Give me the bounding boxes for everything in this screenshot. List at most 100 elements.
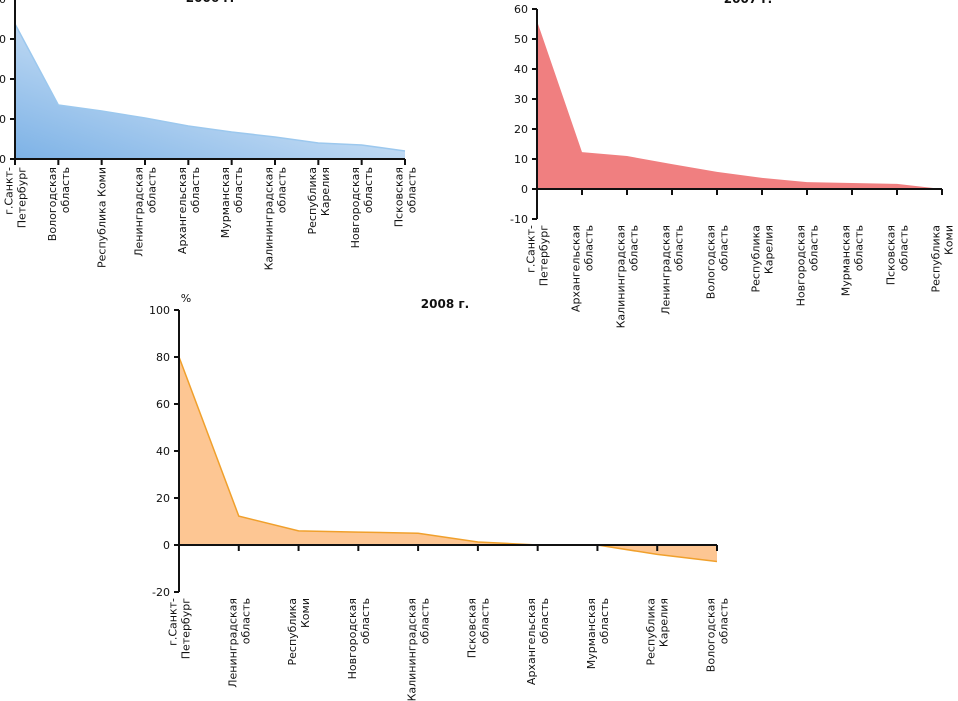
area-series [179,357,717,562]
y-tick-label: 40 [0,73,6,86]
x-category-label-line: Карелия [658,598,671,647]
x-category-label-line: область [359,598,372,644]
x-category-label-line: область [583,225,596,271]
x-category-label-line: Калининградская [263,167,276,270]
x-category-label: Мурманскаяобласть [840,225,866,296]
y-tick-label: 10 [514,153,528,166]
x-category-label: г.Санкт-Петербург [167,598,193,659]
x-category-label-line: область [718,225,731,271]
x-category-label: Калининградскаяобласть [615,225,641,328]
area-series [15,24,405,159]
x-category-label-line: область [898,225,911,271]
x-category-label: Псковскаяобласть [885,225,911,285]
x-category-label: Вологодскаяобласть [46,167,72,241]
x-category-label: РеспубликаКарелия [750,225,776,293]
x-category-label: Мурманскаяобласть [219,167,245,238]
x-category-label-line: Коми [299,598,312,628]
x-category-label-line: Ленинградская [660,225,673,315]
x-category-label-line: область [808,225,821,271]
x-category-label-line: область [189,167,202,213]
y-tick-label: -10 [510,213,528,226]
x-category-label-line: Республика [306,167,319,235]
y-tick-label: 0 [521,183,528,196]
x-category-label-line: Псковская [465,598,478,658]
x-category-label-line: Республика [750,225,763,293]
x-category-label-line: Ленинградская [226,598,239,688]
x-category-label-line: область [239,598,252,644]
chart-1: 020406080г.Санкт-ПетербургВологодскаяобл… [0,0,419,270]
x-category-label: Новгородскаяобласть [346,598,372,679]
x-category-label-line: Вологодская [705,225,718,299]
x-category-label-line: область [362,167,375,213]
x-category-label-line: г.Санкт- [167,598,180,646]
y-tick-label: 80 [0,0,6,6]
x-category-label-line: Петербург [180,598,193,659]
x-category-label-line: Архангельская [525,598,538,685]
y-tick-label: 20 [514,123,528,136]
y-tick-label: 0 [0,153,6,166]
x-category-label: Мурманскаяобласть [585,598,611,669]
x-category-label-line: Петербург [16,167,29,228]
y-tick-label: 40 [156,445,170,458]
x-category-label: Архангельскаяобласть [525,598,551,685]
x-category-label-line: область [718,598,731,644]
x-category-label-line: Петербург [538,225,551,286]
x-category-label-line: область [628,225,641,271]
x-category-label: Новгородскаяобласть [349,167,375,248]
x-category-label: Вологодскаяобласть [705,598,731,672]
x-category-label: Калининградскаяобласть [406,598,432,701]
x-category-label-line: область [598,598,611,644]
x-category-label: Ленинградскаяобласть [226,598,252,688]
y-tick-label: 30 [514,93,528,106]
x-category-label: Республика Коми [96,167,109,268]
chart-title: 2008 г. [421,297,469,311]
x-category-label-line: область [853,225,866,271]
y-tick-label: 20 [0,113,6,126]
y-tick-label: 0 [163,539,170,552]
x-category-label-line: Ленинградская [133,167,146,257]
x-category-label-line: Мурманская [840,225,853,296]
x-category-label: Новгородскаяобласть [795,225,821,306]
x-category-label-line: Коми [943,225,956,255]
x-category-label-line: Вологодская [705,598,718,672]
y-axis-unit: % [181,292,191,305]
x-category-label-line: область [419,598,432,644]
chart-2: -10 0 10 20 30 40 50 60 г.Санкт-Петербург Арханге… [510,0,955,328]
x-category-label: Ленинградскаяобласть [660,225,686,315]
x-category-label-line: Мурманская [219,167,232,238]
x-category-label-line: Республика [930,225,943,293]
series-line [14,23,406,152]
x-category-label: г.Санкт-Петербург [525,225,551,286]
x-category-label: Архангельскаяобласть [570,225,596,312]
x-category-label: Псковскаяобласть [393,167,419,227]
x-category-label: Калининградскаяобласть [263,167,289,270]
x-category-label-line: область [538,598,551,644]
x-category-label: РеспубликаКоми [930,225,956,293]
x-category-label-line: область [276,167,289,213]
x-category-label-line: Архангельская [570,225,583,312]
x-category-label-line: область [146,167,159,213]
x-category-label-line: область [232,167,245,213]
y-tick-label: 80 [156,351,170,364]
x-category-label-line: Псковская [393,167,406,227]
x-category-label-line: область [673,225,686,271]
x-category-label-line: г.Санкт- [3,167,16,215]
x-category-label: РеспубликаКарелия [645,598,671,666]
y-tick-label: 60 [0,33,6,46]
area-series [537,21,942,189]
x-category-label-line: Республика [286,598,299,666]
x-category-label-line: область [406,167,419,213]
x-category-label-line: Республика Коми [96,167,109,268]
x-category-label-line: Вологодская [46,167,59,241]
x-category-label: Архангельскаяобласть [176,167,202,254]
x-category-label: Псковскаяобласть [465,598,491,658]
x-category-label-line: Архангельская [176,167,189,254]
y-tick-label: -20 [152,586,170,599]
y-tick-label: 60 [514,3,528,16]
x-category-label-line: Новгородская [795,225,808,306]
y-tick-label: 20 [156,492,170,505]
x-category-label: РеспубликаКарелия [306,167,332,235]
chart-title: 2006 г. [186,0,234,5]
x-category-label-line: область [59,167,72,213]
x-category-label-line: область [478,598,491,644]
